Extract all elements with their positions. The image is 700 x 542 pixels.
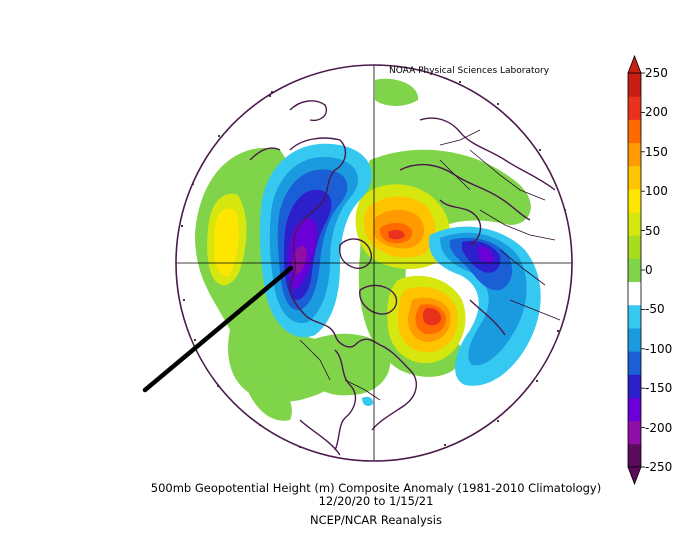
colorbar-swatch: [628, 420, 641, 445]
colorbar-tick-label: 200: [645, 105, 668, 120]
colorbar-swatch: [628, 96, 641, 120]
positive-anomaly-southwest: [240, 360, 292, 421]
colorbar-tick-label: -100: [645, 341, 673, 356]
figure-title: 500mb Geopotential Height (m) Composite …: [150, 481, 602, 495]
colorbar-tick-label: 250: [645, 66, 668, 80]
colorbar: [627, 54, 645, 486]
colorbar-extend-max: [627, 54, 642, 74]
colorbar-swatch: [628, 142, 641, 167]
map-disk-outline: [175, 64, 573, 462]
colorbar-swatch: [628, 119, 641, 144]
colorbar-tick-label: -50: [645, 302, 665, 317]
colorbar-swatch: [628, 374, 641, 398]
coastlines: [249, 100, 556, 456]
colorbar-swatch: [628, 258, 641, 283]
date-range: 12/20/20 to 1/15/21: [318, 494, 434, 508]
graticule: [176, 65, 572, 461]
colorbar-swatch: [628, 351, 641, 375]
colorbar-swatch: [628, 443, 641, 468]
colorbar-tick-label: -150: [645, 381, 673, 396]
colorbar-swatch: [628, 304, 641, 329]
colorbar-swatch: [628, 165, 641, 190]
positive-anomaly-south: [300, 333, 391, 396]
annotation-pointer-line: [142, 265, 294, 393]
colorbar-extend-min: [627, 466, 642, 486]
colorbar-tick-label: -200: [645, 420, 673, 435]
colorbar-swatch: [628, 281, 641, 306]
positive-anomaly-north: [375, 78, 419, 106]
colorbar-swatch: [628, 327, 641, 352]
colorbar-swatch: [628, 397, 641, 422]
colorbar-swatch: [628, 188, 641, 213]
colorbar-swatch: [628, 235, 641, 259]
colorbar-tick-label: 150: [645, 144, 668, 159]
colorbar-swatch: [628, 212, 641, 236]
colorbar-tick-label: 0: [645, 263, 653, 277]
colorbar-tick-label: -250: [645, 460, 673, 474]
data-source: NCEP/NCAR Reanalysis: [310, 513, 442, 527]
political-borders: [299, 129, 561, 401]
credit-label: NOAA Physical Sciences Laboratory: [389, 66, 550, 76]
colorbar-swatch: [628, 73, 641, 97]
colorbar-tick-label: 50: [645, 223, 661, 238]
colorbar-tick-label: 100: [645, 184, 668, 199]
